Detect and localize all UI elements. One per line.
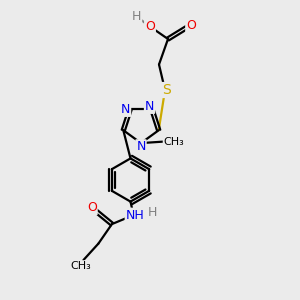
Text: S: S [162, 83, 171, 97]
Text: N: N [121, 103, 130, 116]
Text: O: O [87, 201, 97, 214]
Text: NH: NH [126, 208, 144, 222]
Text: H: H [132, 10, 141, 23]
Text: O: O [145, 20, 155, 34]
Text: H: H [147, 206, 157, 219]
Text: CH₃: CH₃ [70, 261, 92, 271]
Text: O: O [186, 19, 196, 32]
Text: CH₃: CH₃ [164, 136, 184, 147]
Text: N: N [145, 100, 154, 113]
Text: N: N [136, 140, 146, 153]
